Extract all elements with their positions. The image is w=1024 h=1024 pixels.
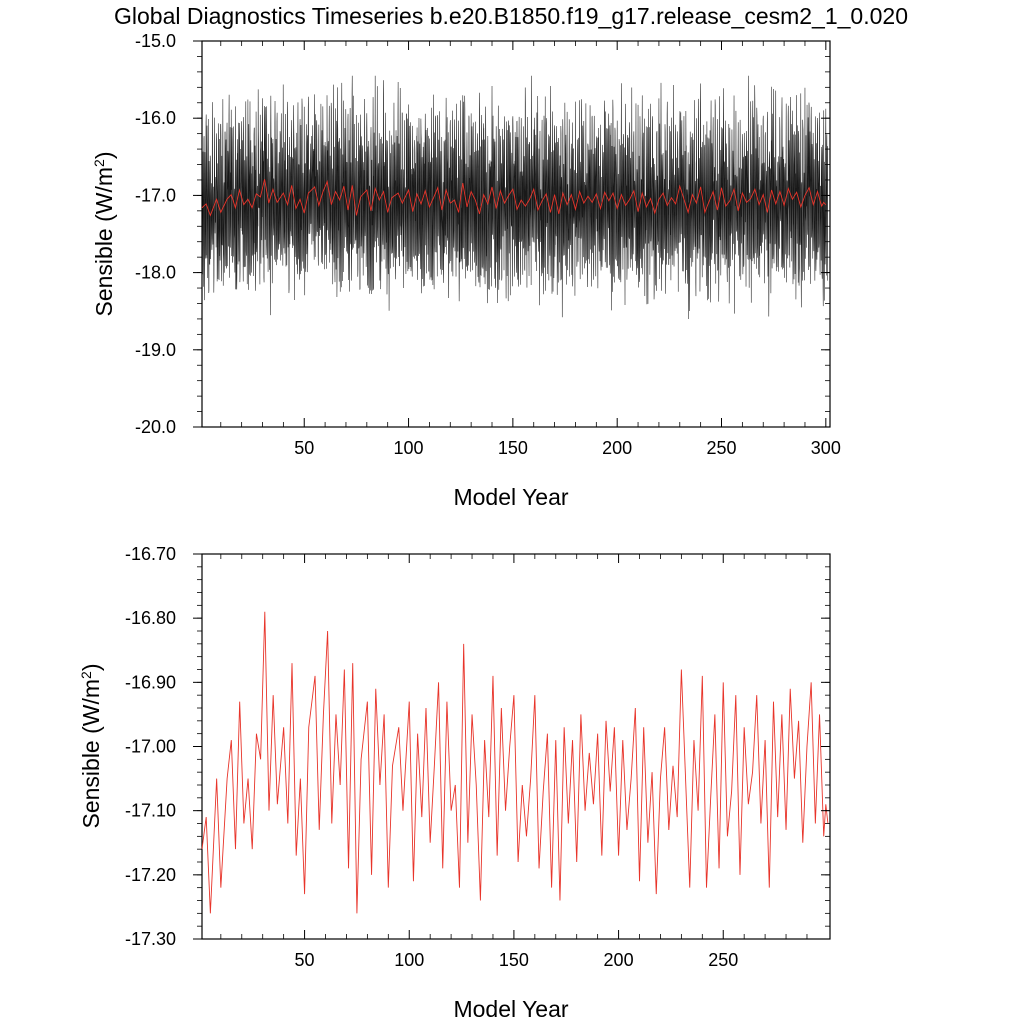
y-tick-label: -19.0 [135,340,176,360]
x-tick-labels: 50 100 150 200 250 300 [294,438,841,458]
y-tick-label: -16.70 [125,544,176,564]
chart-title: Global Diagnostics Timeseries b.e20.B185… [114,3,908,29]
y-tick-labels: -20.0 -19.0 -18.0 -17.0 -16.0 -15.0 [135,31,176,437]
plot-frame [201,553,831,940]
y-tick-label: -20.0 [135,417,176,437]
x-tick-label: 150 [499,950,529,970]
y-axis-title-text: Sensible (W/m [91,167,117,317]
y-tick-label: -18.0 [135,263,176,283]
y-axis-title: Sensible (W/m2) [91,151,117,316]
x-tick-label: 300 [811,438,841,458]
y-axis-title: Sensible (W/m2) [78,663,104,828]
y-axis-title-superscript: 2 [78,671,94,679]
y-tick-label: -17.0 [135,185,176,205]
x-tick-label: 150 [498,438,528,458]
x-tick-labels: 50 100 150 200 250 [295,950,739,970]
y-tick-label: -17.30 [125,929,176,949]
plot-frame [201,40,831,428]
y-tick-label: -17.10 [125,801,176,821]
axis-ticks [193,40,830,428]
y-axis-title-close: ) [78,663,104,671]
annual-series-line [201,179,827,217]
y-axis-title-close: ) [91,151,117,159]
annual-series [201,611,829,914]
x-tick-label: 200 [604,950,634,970]
y-tick-label: -15.0 [135,31,176,51]
y-tick-label: -16.90 [125,672,176,692]
axis-ticks [193,553,830,940]
x-tick-label: 50 [294,438,314,458]
monthly-series-line [201,75,829,320]
x-tick-label: 100 [394,438,424,458]
x-tick-label: 50 [295,950,315,970]
top-panel: 50 100 150 200 250 300 -20.0 -19.0 -18.0 -17.0 -1… [91,31,841,510]
x-tick-label: 200 [602,438,632,458]
x-axis-title: Model Year [453,484,568,510]
y-tick-label: -17.20 [125,865,176,885]
y-tick-label: -16.80 [125,608,176,628]
y-tick-label: -16.0 [135,108,176,128]
y-axis-title-text: Sensible (W/m [78,679,104,829]
y-axis-title-superscript: 2 [91,159,107,167]
monthly-series [201,75,829,320]
bottom-panel: 50 100 150 200 250 -17.30-17.20-17.10-17.00-… [78,544,831,1022]
x-axis-title: Model Year [453,996,568,1022]
x-tick-label: 250 [708,950,738,970]
x-tick-label: 100 [394,950,424,970]
y-tick-label: -17.00 [125,737,176,757]
x-tick-label: 250 [706,438,736,458]
y-tick-labels: -17.30 -17.20 -17.10 -17.00 -16.90 -16.80 -16.… [125,544,176,949]
annual-series [201,179,827,217]
annual-series-line [201,611,829,914]
